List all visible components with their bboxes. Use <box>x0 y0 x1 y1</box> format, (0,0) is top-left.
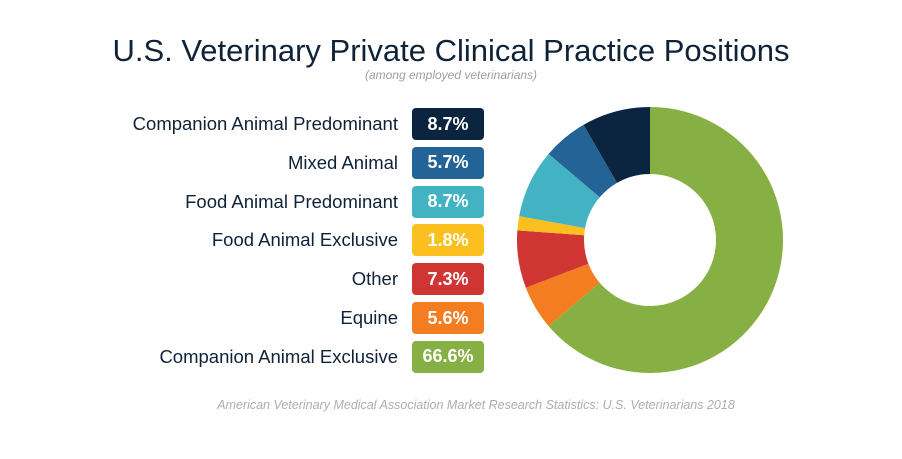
legend-item: Food Animal Exclusive 1.8% <box>0 224 484 257</box>
legend-value-badge: 5.6% <box>412 302 484 334</box>
legend-value-badge: 8.7% <box>412 108 484 140</box>
legend-label: Mixed Animal <box>287 151 398 173</box>
legend-item: Companion Animal Exclusive 66.6% <box>0 340 484 373</box>
legend-label: Companion Animal Predominant <box>132 113 398 134</box>
chart-subtitle: (among employed veterinarians) <box>364 68 538 82</box>
legend-label: Companion Animal Exclusive <box>159 345 398 367</box>
legend-item: Equine 5.6% <box>0 302 484 334</box>
donut-slice <box>548 107 783 373</box>
donut-slice <box>525 263 600 327</box>
legend-value-badge: 66.6% <box>412 340 484 373</box>
donut-slice <box>517 230 589 288</box>
legend-item: Mixed Animal 5.7% <box>0 146 484 179</box>
legend-label: Other <box>351 268 398 290</box>
donut-slice <box>548 124 617 198</box>
chart-title: U.S. Veterinary Private Clinical Practic… <box>112 33 790 68</box>
source-note: American Veterinary Medical Association … <box>217 398 735 412</box>
legend-value-badge: 5.7% <box>412 146 484 179</box>
legend-item: Other 7.3% <box>0 263 484 296</box>
legend-value-badge: 1.8% <box>412 224 484 257</box>
donut-slice <box>583 107 650 183</box>
legend-label: Equine <box>340 307 398 328</box>
donut-chart <box>517 107 783 373</box>
legend-item: Companion Animal Predominant 8.7% <box>0 108 484 140</box>
legend-value-badge: 7.3% <box>412 263 484 296</box>
legend-label: Food Animal Exclusive <box>211 229 398 251</box>
legend-item: Food Animal Predominant 8.7% <box>0 185 484 218</box>
donut-slice <box>519 153 600 229</box>
legend-value-badge: 8.7% <box>412 185 484 218</box>
legend-label: Food Animal Predominant <box>185 190 398 212</box>
donut-slice <box>517 216 586 236</box>
